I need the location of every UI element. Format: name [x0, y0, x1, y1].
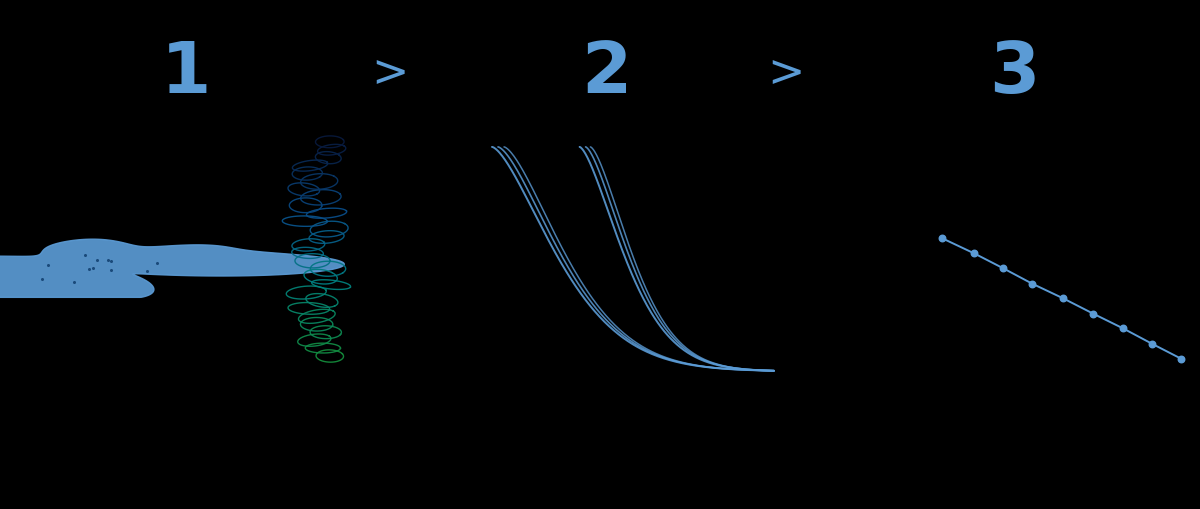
Point	[1054, 295, 1073, 303]
Text: 2: 2	[581, 39, 631, 108]
Point	[994, 265, 1013, 273]
Point	[932, 235, 952, 243]
Point	[1171, 355, 1190, 363]
Text: >: >	[371, 52, 409, 95]
Polygon shape	[0, 240, 344, 298]
Text: >: >	[767, 52, 805, 95]
Text: 3: 3	[989, 39, 1039, 108]
Point	[1084, 310, 1103, 318]
Point	[1142, 340, 1162, 348]
Point	[965, 250, 984, 258]
Point	[1022, 280, 1042, 288]
Point	[1114, 325, 1133, 333]
Text: 1: 1	[161, 39, 211, 108]
